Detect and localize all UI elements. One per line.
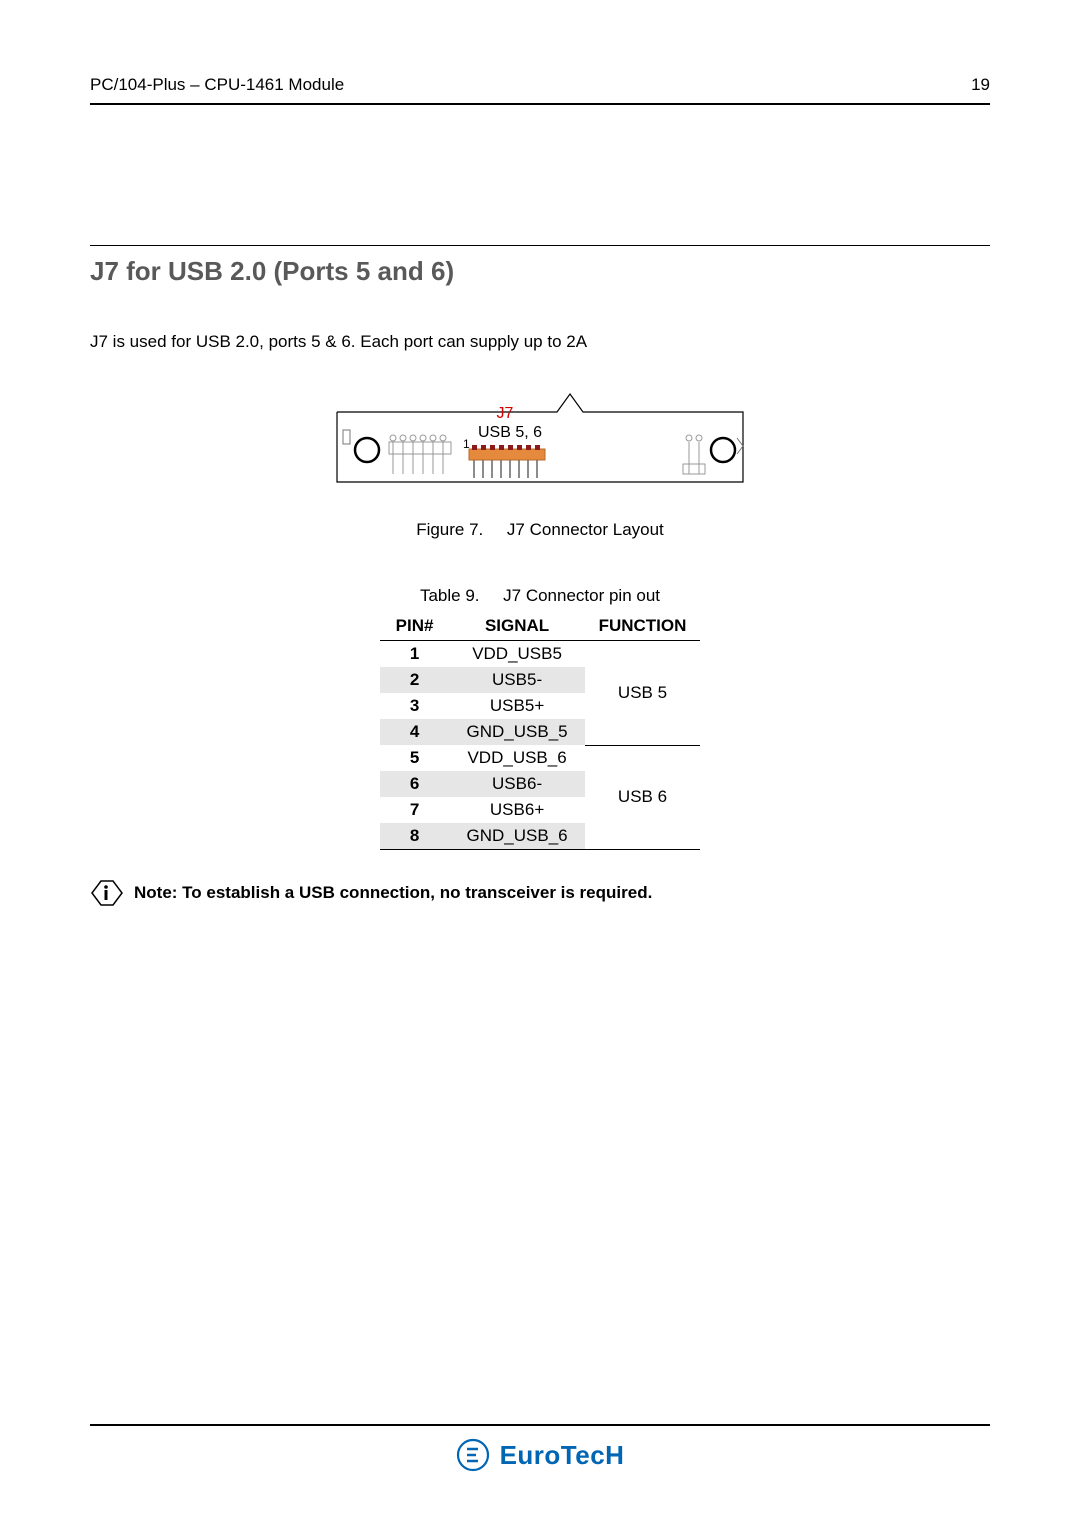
cell-pin: 7 [380,797,450,823]
table-caption: Table 9. J7 Connector pin out [90,586,990,606]
diagram-label-j7: J7 [497,405,514,422]
note: Note: To establish a USB connection, no … [90,878,990,908]
cell-signal: USB5+ [450,693,585,719]
header-page-number: 19 [971,75,990,95]
cell-pin: 6 [380,771,450,797]
cell-signal: VDD_USB5 [450,641,585,668]
table-row: 1 VDD_USB5 USB 5 [380,641,701,668]
right-pin-pair [683,435,705,474]
cell-function: USB 6 [585,745,701,850]
brand-name: EuroTecH [500,1440,625,1471]
pinout-table: PIN# SIGNAL FUNCTION 1 VDD_USB5 USB 5 2 … [380,612,701,850]
cell-signal: USB5- [450,667,585,693]
j7-connector [469,445,545,478]
diagram-label-usb: USB 5, 6 [478,424,542,441]
connector-diagram: J7 USB 5, 6 1 [90,382,990,492]
section-title: J7 for USB 2.0 (Ports 5 and 6) [90,245,990,287]
table-header-row: PIN# SIGNAL FUNCTION [380,612,701,641]
cell-pin: 8 [380,823,450,850]
cell-signal: GND_USB_6 [450,823,585,850]
table-row: 5 VDD_USB_6 USB 6 [380,745,701,771]
page-footer: EuroTecH [90,1424,990,1472]
cell-pin: 5 [380,745,450,771]
info-icon [90,878,124,908]
mounting-hole-right [711,438,735,462]
cell-pin: 4 [380,719,450,745]
table-header-signal: SIGNAL [450,612,585,641]
cell-pin: 2 [380,667,450,693]
table-caption-text: J7 Connector pin out [503,586,660,605]
brand-logo: EuroTecH [456,1438,625,1472]
table-caption-prefix: Table 9. [420,586,480,605]
figure-caption: Figure 7. J7 Connector Layout [90,520,990,540]
cell-signal: VDD_USB_6 [450,745,585,771]
note-text: Note: To establish a USB connection, no … [134,883,652,903]
page-header: PC/104-Plus – CPU-1461 Module 19 [90,75,990,105]
figure-text: J7 Connector Layout [507,520,664,539]
left-pin-header [389,435,451,474]
cell-pin: 1 [380,641,450,668]
table-header-pin: PIN# [380,612,450,641]
diagram-pin1-label: 1 [463,437,470,451]
marker-right-arrow [737,438,743,454]
table-header-function: FUNCTION [585,612,701,641]
brand-logo-icon [456,1438,490,1472]
cell-signal: USB6- [450,771,585,797]
section-intro: J7 is used for USB 2.0, ports 5 & 6. Eac… [90,332,990,352]
cell-signal: USB6+ [450,797,585,823]
cell-signal: GND_USB_5 [450,719,585,745]
cell-function: USB 5 [585,641,701,746]
figure-prefix: Figure 7. [416,520,483,539]
mounting-hole-left [355,438,379,462]
header-left: PC/104-Plus – CPU-1461 Module [90,75,344,95]
marker-left [343,430,350,444]
cell-pin: 3 [380,693,450,719]
